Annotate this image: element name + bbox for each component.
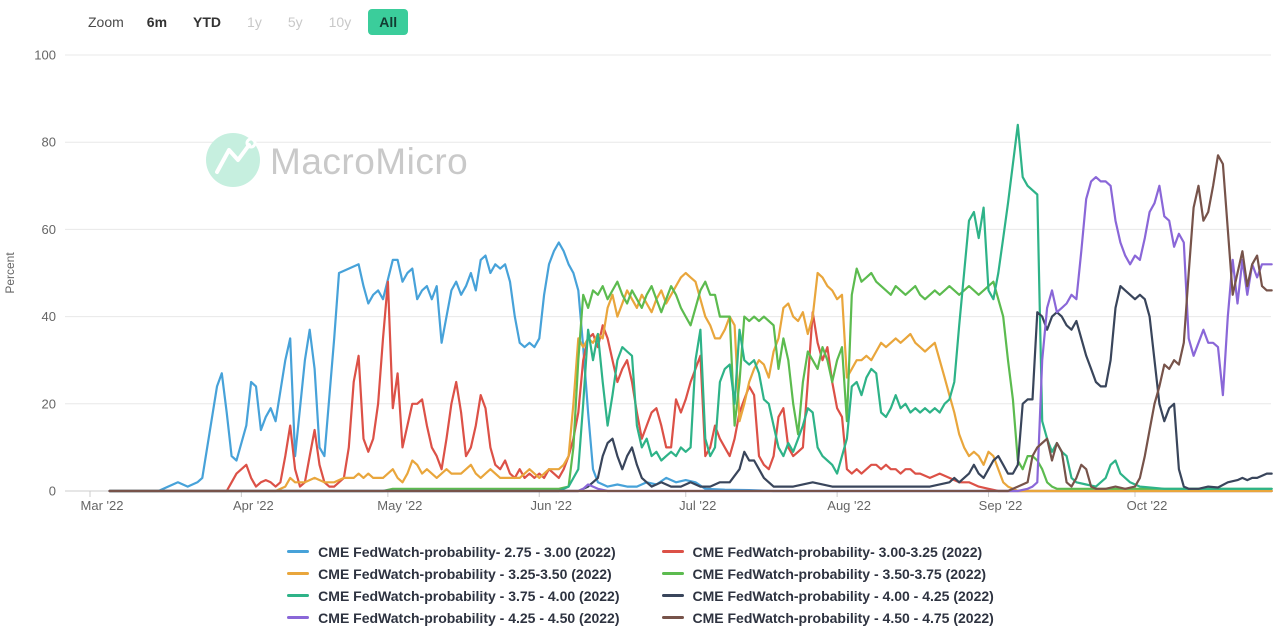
y-tick-label-40: 40 <box>42 309 56 324</box>
series-line-5 <box>108 285 1273 493</box>
series-line-0 <box>108 241 1273 493</box>
zoom-range-button-ytd[interactable]: YTD <box>184 9 230 35</box>
legend-item-0[interactable]: CME FedWatch-probability- 2.75 - 3.00 (2… <box>287 541 619 562</box>
zoom-range-button-10y: 10y <box>320 9 361 35</box>
legend-item-1[interactable]: CME FedWatch-probability- 3.00-3.25 (202… <box>661 541 994 562</box>
legend-swatch-icon <box>287 616 310 619</box>
zoom-range-button-6m[interactable]: 6m <box>138 9 176 35</box>
x-tick-label: Jun '22 <box>530 498 572 513</box>
legend-label: CME FedWatch-probability - 3.75 - 4.00 (… <box>318 587 620 604</box>
series-line-7 <box>108 154 1273 493</box>
zoom-range-buttons: 6m YTD 1y 5y 10y All <box>138 9 416 35</box>
series-line-2 <box>108 271 1273 493</box>
range-toolbar: Zoom 6m YTD 1y 5y 10y All <box>88 9 416 35</box>
watermark-logo-zigzag <box>215 143 251 174</box>
legend-label: CME FedWatch-probability - 3.50-3.75 (20… <box>692 565 987 582</box>
watermark-text: MacroMicro <box>270 141 468 182</box>
legend-label: CME FedWatch-probability- 3.00-3.25 (202… <box>692 543 983 560</box>
series-line-4 <box>108 123 1273 493</box>
x-tick-label: Apr '22 <box>233 498 274 513</box>
y-tick-label-60: 60 <box>42 222 56 237</box>
zoom-range-button-all[interactable]: All <box>368 9 409 35</box>
legend-item-3[interactable]: CME FedWatch-probability - 3.50-3.75 (20… <box>661 563 994 584</box>
legend-label: CME FedWatch-probability - 4.50 - 4.75 (… <box>692 609 994 626</box>
x-tick-label: Jul '22 <box>679 498 716 513</box>
legend-item-4[interactable]: CME FedWatch-probability - 3.75 - 4.00 (… <box>287 585 620 606</box>
x-axis-tick-labels: Mar '22 Apr '22 May '22 Jun '22 Jul '22 Aug '… <box>81 491 1168 513</box>
series-lines <box>108 123 1273 493</box>
zoom-label: Zoom <box>88 14 124 30</box>
series-line-6 <box>108 176 1273 493</box>
legend-label: CME FedWatch-probability - 4.00 - 4.25 (… <box>692 587 994 604</box>
x-tick-label: Mar '22 <box>81 498 124 513</box>
legend-swatch-icon <box>661 616 684 619</box>
legend-item-7[interactable]: CME FedWatch-probability - 4.50 - 4.75 (… <box>661 607 994 628</box>
x-tick-label: Aug '22 <box>827 498 871 513</box>
series-line-3 <box>108 267 1273 493</box>
y-axis-tick-labels: 0 20 40 60 80 100 <box>34 48 56 499</box>
legend-swatch-icon <box>287 572 310 575</box>
y-axis-title: Percent <box>3 252 17 294</box>
legend-swatch-icon <box>287 550 310 553</box>
watermark-logo-icon <box>206 133 260 187</box>
legend-item-6[interactable]: CME FedWatch-probability - 4.25 - 4.50 (… <box>287 607 620 628</box>
y-tick-label-20: 20 <box>42 396 56 411</box>
x-tick-label: Oct '22 <box>1127 498 1168 513</box>
series-line-1 <box>108 280 1273 493</box>
legend-item-5[interactable]: CME FedWatch-probability - 4.00 - 4.25 (… <box>661 585 994 606</box>
legend-swatch-icon <box>287 594 310 597</box>
watermark: MacroMicro <box>206 133 468 187</box>
y-tick-label-80: 80 <box>42 135 56 150</box>
zoom-range-button-1y: 1y <box>238 9 271 35</box>
legend-label: CME FedWatch-probability - 3.25-3.50 (20… <box>318 565 612 582</box>
y-tick-label-100: 100 <box>34 48 56 63</box>
legend-swatch-icon <box>661 550 684 553</box>
zoom-range-button-5y: 5y <box>279 9 312 35</box>
legend-label: CME FedWatch-probability- 2.75 - 3.00 (2… <box>318 543 616 560</box>
legend-swatch-icon <box>661 572 684 575</box>
legend-label: CME FedWatch-probability - 4.25 - 4.50 (… <box>318 609 620 626</box>
legend-swatch-icon <box>661 594 684 597</box>
watermark-logo-dot <box>245 137 257 149</box>
x-tick-label: Sep '22 <box>979 498 1023 513</box>
legend-item-2[interactable]: CME FedWatch-probability - 3.25-3.50 (20… <box>287 563 619 584</box>
x-tick-label: May '22 <box>377 498 422 513</box>
y-tick-label-0: 0 <box>49 484 56 499</box>
chart-legend: CME FedWatch-probability- 2.75 - 3.00 (2… <box>0 541 1281 628</box>
